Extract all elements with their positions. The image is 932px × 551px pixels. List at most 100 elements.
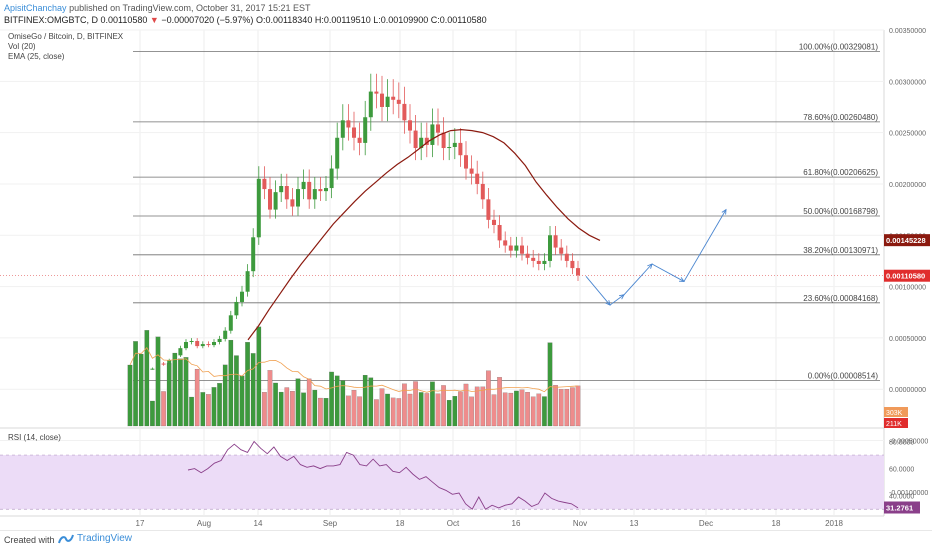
volume-bar (172, 352, 178, 427)
ohlc-text: O:0.00118340 H:0.00119510 L:0.00109900 C… (255, 15, 487, 25)
candle-body (312, 189, 317, 200)
candle-body (189, 340, 194, 342)
candle-body (228, 315, 233, 331)
volume-bar (435, 393, 441, 427)
volume-bar (357, 396, 362, 427)
candle-body (184, 342, 188, 349)
volume-bar (424, 393, 430, 427)
rsi-value-badge (884, 501, 920, 514)
candle-body (525, 253, 530, 258)
rsi-band (0, 455, 884, 510)
candle-body (284, 186, 289, 200)
volume-bar (166, 363, 172, 427)
candle-body (167, 360, 172, 365)
candle-body (279, 186, 284, 193)
candle-body (531, 257, 536, 261)
volume-bar (402, 383, 407, 427)
candle-body (497, 225, 502, 241)
candle-body (290, 199, 295, 207)
volume-bar (530, 396, 536, 427)
volume-bar (441, 385, 446, 427)
projection-segment (651, 263, 685, 282)
author-link[interactable]: ApisitChanchay (4, 3, 67, 13)
ema-line (247, 128, 601, 341)
tradingview-brand-label: TradingView (77, 533, 133, 544)
volume-bar (127, 364, 133, 427)
volume-bar (290, 391, 295, 427)
tradingview-brand-link[interactable]: TradingView (58, 533, 132, 544)
candle-body (553, 235, 558, 248)
candle-body (212, 342, 216, 346)
volume-bar (256, 326, 262, 427)
rsi-legend: RSI (14, close) (8, 433, 61, 442)
candle-body (391, 96, 396, 100)
volume-legend: Vol (20) (8, 42, 36, 51)
volume-bar (385, 393, 390, 427)
fib-level-label: 38.20%(0.00130971) (803, 246, 878, 255)
price-tick-label: 0.00200000 (889, 182, 926, 189)
candle-body (385, 96, 390, 107)
candle-body (150, 368, 155, 370)
last-price-badge (884, 269, 930, 282)
projection-segment (683, 209, 727, 282)
candle-body (430, 124, 435, 145)
volume-bar (284, 387, 290, 427)
rsi-tick-label: 60.0000 (889, 467, 914, 474)
volume-bar (514, 390, 519, 427)
time-tick-label: Dec (699, 519, 713, 528)
fib-level-label: 78.60%(0.00260480) (803, 113, 878, 122)
volume-bar (228, 339, 234, 427)
change-text: −0.00007020 (−5.97%) (161, 15, 254, 25)
candle-body (464, 155, 468, 169)
volume-bar (575, 385, 581, 427)
candle-body (268, 189, 272, 210)
published-text: published on TradingView.com, October 31… (69, 3, 311, 13)
volume-bar (469, 396, 474, 427)
volume-bar (351, 390, 357, 427)
fib-level-label: 23.60%(0.00084168) (803, 294, 878, 303)
volume-bar (312, 389, 318, 427)
volume-bar (558, 389, 564, 427)
volume-bar (250, 353, 256, 427)
volume-bar (570, 387, 575, 427)
fib-level-label: 0.00%(0.00008514) (808, 371, 879, 380)
rsi-tick-label: 80.0000 (889, 440, 914, 447)
candle-body (408, 120, 412, 131)
volume-bar (547, 342, 553, 427)
candle-body (559, 247, 564, 254)
candle-body (419, 137, 424, 149)
price-tick-label: 0.00100000 (889, 285, 926, 292)
volume-axis-label: 303K (886, 410, 903, 417)
candle-body (223, 330, 228, 339)
volume-bar (150, 400, 155, 427)
candle-body (424, 137, 429, 145)
volume-bar (323, 398, 329, 427)
volume-bar (474, 386, 480, 427)
volume-bar (234, 355, 239, 427)
volume-bar (273, 382, 278, 427)
chart-canvas[interactable]: 17 Aug 14 Sep 18 Oct 16 Nov 13 Dec 18 2018 0.0035000… (0, 0, 932, 530)
price-tick-label: -0.00050000 (889, 439, 928, 446)
volume-bar (430, 381, 435, 427)
candle-body (492, 219, 496, 225)
volume-bar (206, 394, 211, 427)
candle-body (380, 93, 384, 107)
candle-body (352, 127, 356, 138)
candle-body (402, 103, 407, 121)
candle-body (329, 168, 334, 189)
candle-body (357, 137, 362, 143)
candle-body (301, 181, 306, 190)
volume-bar (334, 375, 340, 427)
candle-body (245, 271, 250, 292)
volume-bar (519, 389, 525, 427)
publisher-line: ApisitChanchay published on TradingView.… (4, 3, 311, 13)
candle-body (324, 188, 328, 192)
volume-ma-line (129, 347, 579, 393)
created-with-text: Created with (4, 535, 55, 545)
volume-bar (211, 387, 217, 427)
volume-bar (183, 357, 189, 427)
volume-bar (200, 392, 206, 427)
volume-bar (458, 391, 463, 427)
candle-body (458, 142, 463, 156)
volume-bar (413, 381, 418, 427)
